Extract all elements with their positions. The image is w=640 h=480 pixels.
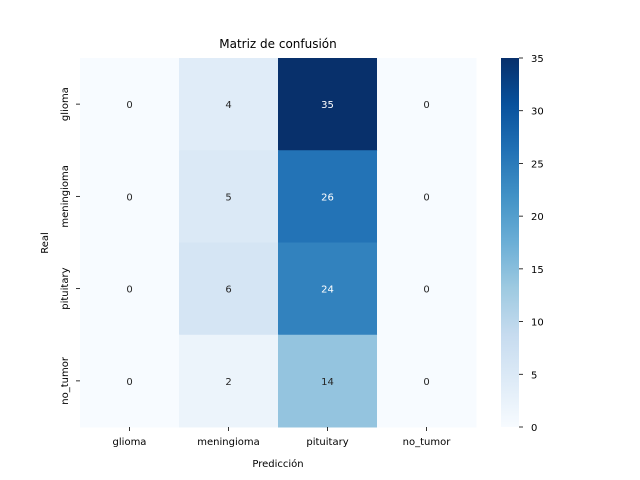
y-tick-label: pituitary bbox=[60, 267, 71, 309]
heatmap-cell bbox=[377, 150, 477, 243]
heatmap-cell bbox=[179, 150, 279, 243]
x-axis-label: Predicción bbox=[252, 458, 303, 470]
cell-value-label: 14 bbox=[321, 377, 334, 388]
colorbar-tick-label: 10 bbox=[531, 318, 544, 329]
heatmap-cell bbox=[179, 242, 279, 336]
cell-value-label: 6 bbox=[225, 285, 231, 296]
cell-value-label: 24 bbox=[321, 285, 334, 296]
cell-value-label: 0 bbox=[423, 285, 429, 296]
heatmap-cell bbox=[278, 242, 378, 336]
cell-value-label: 0 bbox=[423, 377, 429, 388]
heatmap-cell bbox=[278, 150, 378, 243]
colorbar: 0 5 10 15 20 25 30 35 bbox=[501, 54, 544, 434]
y-tick-label: glioma bbox=[60, 87, 71, 121]
x-axis: glioma meningioma pituitary no_tumor bbox=[113, 427, 452, 448]
colorbar-tick-label: 15 bbox=[531, 265, 544, 276]
cell-value-label: 0 bbox=[126, 285, 132, 296]
cell-value-label: 4 bbox=[225, 100, 231, 111]
heatmap-cell bbox=[80, 334, 180, 428]
heatmap-cells: 0 4 35 0 0 5 26 0 0 6 24 0 0 2 14 0 bbox=[80, 58, 477, 428]
cell-value-label: 0 bbox=[126, 377, 132, 388]
heatmap-cell bbox=[80, 242, 180, 336]
x-tick-label: meningioma bbox=[197, 437, 259, 448]
y-axis-label: Real bbox=[40, 232, 51, 254]
cell-value-label: 0 bbox=[126, 192, 132, 203]
cell-value-label: 35 bbox=[321, 100, 334, 111]
colorbar-tick-label: 25 bbox=[531, 159, 544, 170]
cell-value-label: 2 bbox=[225, 377, 231, 388]
heatmap-cell bbox=[179, 58, 279, 151]
colorbar-gradient bbox=[501, 58, 519, 427]
heatmap-cell bbox=[377, 242, 477, 336]
cell-value-label: 0 bbox=[423, 192, 429, 203]
x-tick-label: pituitary bbox=[306, 437, 348, 448]
heatmap-cell bbox=[377, 334, 477, 428]
heatmap-cell bbox=[278, 58, 378, 151]
cell-value-label: 26 bbox=[321, 192, 334, 203]
heatmap-cell bbox=[80, 150, 180, 243]
heatmap-cell bbox=[377, 58, 477, 151]
cell-value-label: 5 bbox=[225, 192, 231, 203]
chart-title: Matriz de confusión bbox=[219, 37, 337, 51]
y-tick-label: no_tumor bbox=[60, 356, 71, 405]
colorbar-tick-label: 0 bbox=[531, 423, 537, 434]
x-tick-label: no_tumor bbox=[403, 437, 452, 448]
colorbar-tick-label: 35 bbox=[531, 54, 544, 65]
y-tick-label: meningioma bbox=[60, 165, 71, 227]
x-tick-label: glioma bbox=[113, 437, 147, 448]
heatmap-cell bbox=[278, 334, 378, 428]
y-axis: glioma meningioma pituitary no_tumor bbox=[60, 87, 80, 405]
heatmap-cell bbox=[179, 334, 279, 428]
colorbar-tick-label: 20 bbox=[531, 212, 544, 223]
heatmap-cell bbox=[80, 58, 180, 151]
colorbar-tick-label: 30 bbox=[531, 107, 544, 118]
cell-value-label: 0 bbox=[126, 100, 132, 111]
colorbar-tick-label: 5 bbox=[531, 370, 537, 381]
cell-value-label: 0 bbox=[423, 100, 429, 111]
